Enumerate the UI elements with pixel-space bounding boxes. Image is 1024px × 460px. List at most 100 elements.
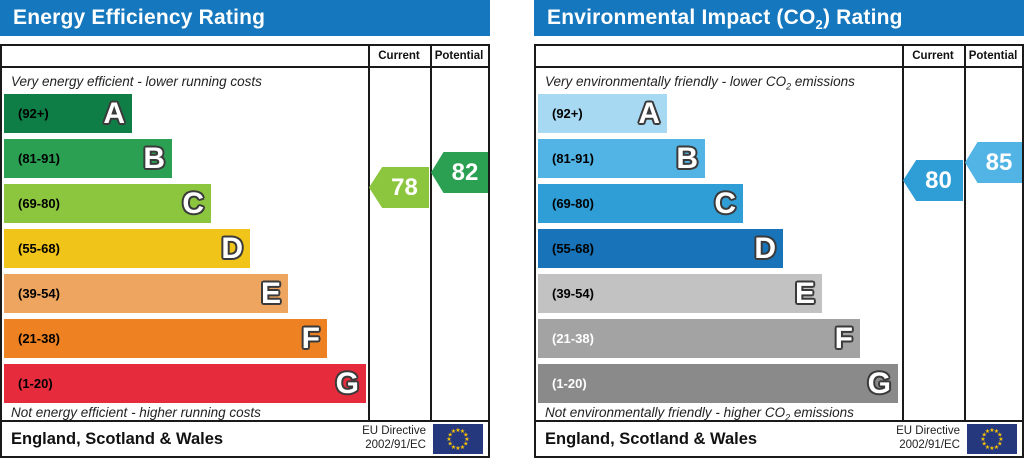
svg-text:★: ★ (998, 436, 1003, 443)
svg-text:★: ★ (994, 428, 999, 435)
band-letter: C (714, 186, 736, 220)
region-label: England, Scotland & Wales (545, 429, 758, 448)
energy-efficiency-chart: Energy Efficiency Rating Current Potenti… (0, 0, 490, 460)
eu-flag-icon: ★ ★ ★★ ★★ ★★ ★★ ★★ (433, 424, 483, 454)
footer-divider (2, 420, 488, 422)
column-header-row: Current Potential (2, 46, 488, 68)
potential-column-divider (964, 46, 966, 420)
current-rating-value: 80 (925, 166, 952, 194)
bottom-caption: Not energy efficient - higher running co… (11, 405, 261, 420)
eu-flag-icon: ★ ★ ★★ ★★ ★★ ★★ ★★ (967, 424, 1017, 454)
svg-text:★: ★ (997, 432, 1002, 439)
band-range-label: (81-91) (18, 151, 60, 166)
svg-text:★: ★ (994, 444, 999, 451)
eu-directive-label: EU Directive 2002/91/EC (362, 425, 426, 451)
band-letter: A (103, 96, 125, 130)
band-range-label: (69-80) (552, 196, 594, 211)
svg-text:★: ★ (451, 444, 456, 451)
bottom-caption: Not environmentally friendly - higher CO… (545, 405, 854, 423)
band-bar-d: (55-68) D (4, 229, 250, 268)
band-range-label: (21-38) (18, 331, 60, 346)
potential-rating-value: 82 (451, 158, 479, 186)
column-header-row: Current Potential (536, 46, 1022, 68)
band-bar-a: (92+) A (4, 94, 132, 133)
band-bar-b: (81-91) B (538, 139, 705, 178)
band-bar-d: (55-68) D (538, 229, 783, 268)
current-rating-arrow: 78 (369, 167, 429, 208)
band-bar-c: (69-80) C (4, 184, 211, 223)
svg-text:★: ★ (463, 432, 468, 439)
band-letter: G (335, 366, 359, 400)
svg-text:★: ★ (460, 428, 465, 435)
svg-text:★: ★ (982, 432, 987, 439)
current-column-divider (902, 46, 904, 420)
band-range-label: (92+) (552, 106, 583, 121)
svg-text:★: ★ (980, 436, 985, 443)
environmental-impact-chart: Environmental Impact (CO2) Rating Curren… (534, 0, 1024, 460)
svg-text:★: ★ (463, 441, 468, 448)
potential-column-header: Potential (968, 50, 1018, 62)
environmental-impact-title-text: Environmental Impact (CO2) Rating (547, 6, 903, 33)
band-letter: A (638, 96, 660, 130)
band-letter: C (182, 186, 204, 220)
svg-text:★: ★ (989, 427, 994, 434)
current-rating-value: 78 (391, 173, 418, 201)
svg-text:★: ★ (446, 436, 451, 443)
svg-text:★: ★ (455, 445, 460, 452)
band-letter: B (676, 141, 698, 175)
band-letter: D (221, 231, 243, 265)
potential-column-header: Potential (434, 50, 484, 62)
band-letter: E (260, 276, 281, 310)
svg-text:★: ★ (448, 441, 453, 448)
band-letter: F (301, 321, 320, 355)
top-caption: Very environmentally friendly - lower CO… (545, 74, 855, 92)
svg-text:★: ★ (985, 444, 990, 451)
band-letter: E (794, 276, 815, 310)
band-range-label: (92+) (18, 106, 49, 121)
footer-divider (536, 420, 1022, 422)
svg-text:★: ★ (464, 436, 469, 443)
band-range-label: (39-54) (552, 286, 594, 301)
potential-rating-value: 85 (985, 148, 1013, 176)
band-range-label: (21-38) (552, 331, 594, 346)
current-column-header: Current (912, 50, 954, 62)
band-bar-g: (1-20) G (4, 364, 366, 403)
band-range-label: (55-68) (552, 241, 594, 256)
current-column-divider (368, 46, 370, 420)
band-bar-g: (1-20) G (538, 364, 898, 403)
environmental-impact-table: Current Potential Very environmentally f… (534, 44, 1024, 458)
band-letter: D (754, 231, 776, 265)
potential-rating-arrow: 82 (431, 152, 488, 193)
chart-footer: England, Scotland & Wales EU Directive 2… (536, 422, 1022, 456)
svg-text:★: ★ (982, 441, 987, 448)
current-column-header: Current (378, 50, 420, 62)
svg-text:★: ★ (989, 445, 994, 452)
energy-efficiency-title-text: Energy Efficiency Rating (13, 6, 266, 29)
band-letter: B (143, 141, 165, 175)
energy-efficiency-table: Current Potential Very energy efficient … (0, 44, 490, 458)
potential-column-divider (430, 46, 432, 420)
svg-text:★: ★ (997, 441, 1002, 448)
band-range-label: (1-20) (552, 376, 587, 391)
current-rating-arrow: 80 (903, 160, 963, 201)
band-bar-f: (21-38) F (4, 319, 327, 358)
potential-rating-arrow: 85 (965, 142, 1022, 183)
band-bar-b: (81-91) B (4, 139, 172, 178)
band-bar-f: (21-38) F (538, 319, 860, 358)
band-letter: G (867, 366, 891, 400)
svg-text:★: ★ (451, 428, 456, 435)
band-bar-e: (39-54) E (4, 274, 288, 313)
eu-directive-label: EU Directive 2002/91/EC (896, 425, 960, 451)
chart-footer: England, Scotland & Wales EU Directive 2… (2, 422, 488, 456)
top-caption: Very energy efficient - lower running co… (11, 74, 262, 89)
band-range-label: (69-80) (18, 196, 60, 211)
energy-efficiency-title: Energy Efficiency Rating (0, 0, 490, 36)
band-range-label: (81-91) (552, 151, 594, 166)
band-bar-a: (92+) A (538, 94, 667, 133)
svg-text:★: ★ (455, 427, 460, 434)
band-range-label: (39-54) (18, 286, 60, 301)
band-letter: F (834, 321, 853, 355)
band-bar-c: (69-80) C (538, 184, 743, 223)
svg-text:★: ★ (460, 444, 465, 451)
band-bar-e: (39-54) E (538, 274, 822, 313)
